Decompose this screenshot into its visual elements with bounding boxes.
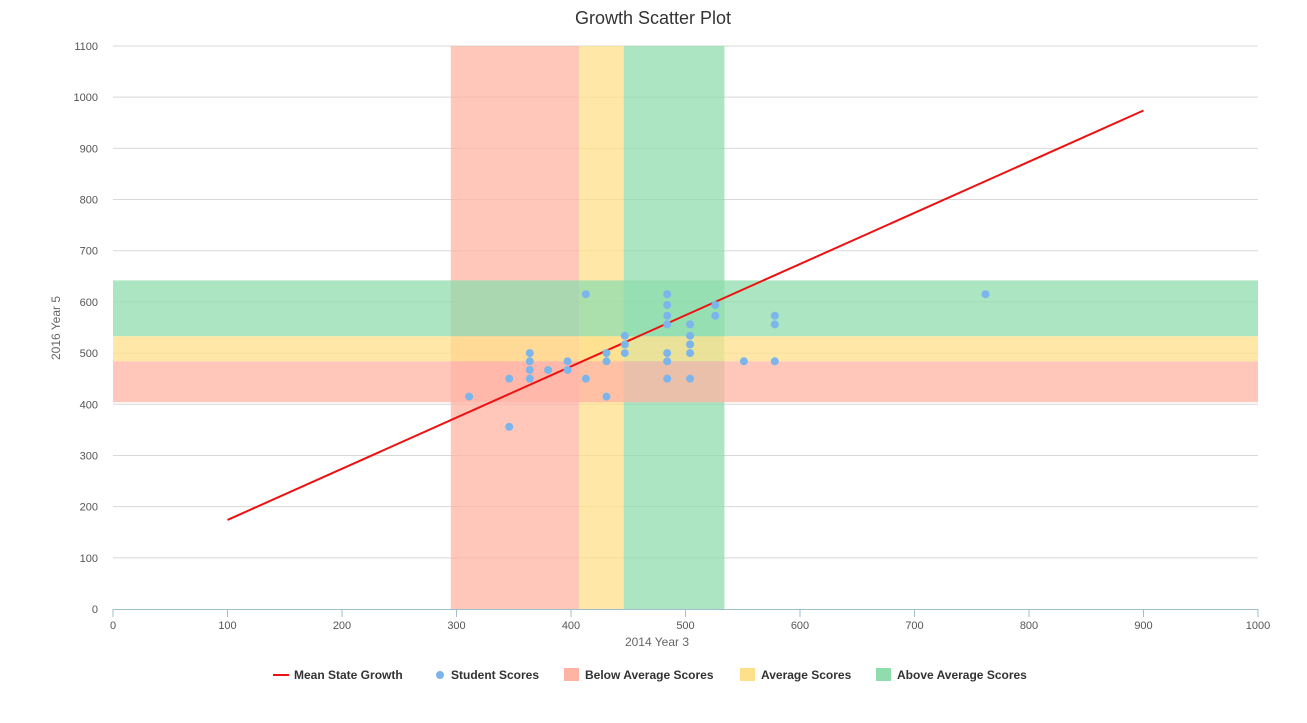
y-tick-label: 900 xyxy=(80,143,98,155)
student-score-point xyxy=(563,357,572,366)
student-score-point xyxy=(505,374,514,383)
plot-band-y-4 xyxy=(113,336,1258,362)
y-tick-label: 1100 xyxy=(74,41,98,53)
legend-item: Below Average Scores xyxy=(564,668,714,682)
y-tick-label: 100 xyxy=(80,553,98,565)
x-tick-label: 0 xyxy=(110,620,116,632)
student-score-point xyxy=(544,365,553,374)
legend-item: Average Scores xyxy=(740,668,852,682)
student-score-point xyxy=(663,311,672,320)
y-tick-label: 600 xyxy=(80,297,98,309)
legend-dot-icon xyxy=(436,671,444,679)
student-score-point xyxy=(663,320,672,329)
legend-label: Above Average Scores xyxy=(897,668,1027,682)
student-score-point xyxy=(525,374,534,383)
legend-label: Average Scores xyxy=(761,668,852,682)
y-tick-label: 700 xyxy=(80,246,98,258)
student-score-point xyxy=(525,349,534,358)
student-score-point xyxy=(770,311,779,320)
student-score-point xyxy=(686,340,695,349)
plot-band-y-3 xyxy=(113,361,1258,403)
y-tick-label: 300 xyxy=(80,450,98,462)
y-tick-label: 800 xyxy=(80,195,98,207)
x-tick-label: 1000 xyxy=(1246,620,1270,632)
student-score-point xyxy=(663,300,672,309)
x-tick-label: 600 xyxy=(791,620,809,632)
y-tick-label: 200 xyxy=(80,502,98,514)
student-score-point xyxy=(620,340,629,349)
x-tick-label: 500 xyxy=(676,620,694,632)
legend-item: Student Scores xyxy=(436,668,539,682)
legend-label: Mean State Growth xyxy=(294,668,403,682)
legend-swatch-icon xyxy=(876,668,891,681)
legend-label: Student Scores xyxy=(451,668,539,682)
student-score-point xyxy=(663,374,672,383)
student-score-point xyxy=(686,349,695,358)
y-axis-title: 2016 Year 5 xyxy=(49,296,63,360)
student-score-point xyxy=(620,331,629,340)
student-score-point xyxy=(581,374,590,383)
y-tick-label: 0 xyxy=(92,604,98,616)
x-tick-label: 300 xyxy=(447,620,465,632)
chart-title: Growth Scatter Plot xyxy=(575,8,731,28)
plot-bands xyxy=(113,46,1258,609)
student-score-point xyxy=(711,311,720,320)
x-tick-label: 200 xyxy=(333,620,351,632)
y-tick-label: 1000 xyxy=(74,92,98,104)
student-score-point xyxy=(602,357,611,366)
student-score-point xyxy=(465,392,474,401)
legend-label: Below Average Scores xyxy=(585,668,714,682)
x-tick-label: 100 xyxy=(218,620,236,632)
axes: 0 100 200 300 400 500 600 700 800 900 1000 1100 0 100… xyxy=(74,41,1271,632)
student-score-point xyxy=(770,357,779,366)
student-score-point xyxy=(663,290,672,299)
student-score-point xyxy=(770,320,779,329)
y-tick-label: 500 xyxy=(80,348,98,360)
student-score-point xyxy=(739,357,748,366)
student-score-point xyxy=(602,349,611,358)
plot-band-y-5 xyxy=(113,280,1258,337)
series xyxy=(227,109,1144,521)
legend-swatch-icon xyxy=(564,668,579,681)
student-score-point xyxy=(563,365,572,374)
x-axis-title: 2014 Year 3 xyxy=(625,635,689,649)
student-score-point xyxy=(581,290,590,299)
student-score-point xyxy=(686,320,695,329)
legend-swatch-icon xyxy=(740,668,755,681)
student-score-point xyxy=(525,357,534,366)
student-score-point xyxy=(620,349,629,358)
x-tick-label: 800 xyxy=(1020,620,1038,632)
student-score-point xyxy=(981,290,990,299)
x-tick-label: 400 xyxy=(562,620,580,632)
student-score-point xyxy=(663,357,672,366)
x-tick-label: 700 xyxy=(905,620,923,632)
mean-state-growth-line xyxy=(227,109,1144,521)
student-score-point xyxy=(505,422,514,431)
legend: Mean State Growth Student Scores Below Ave… xyxy=(273,668,1027,682)
x-tick-label: 900 xyxy=(1134,620,1152,632)
student-score-point xyxy=(686,331,695,340)
student-score-point xyxy=(525,365,534,374)
student-score-point xyxy=(686,374,695,383)
student-score-point xyxy=(711,300,720,309)
student-score-point xyxy=(663,349,672,358)
student-score-point xyxy=(602,392,611,401)
y-tick-label: 400 xyxy=(80,399,98,411)
legend-item: Mean State Growth xyxy=(273,668,403,682)
legend-item: Above Average Scores xyxy=(876,668,1027,682)
